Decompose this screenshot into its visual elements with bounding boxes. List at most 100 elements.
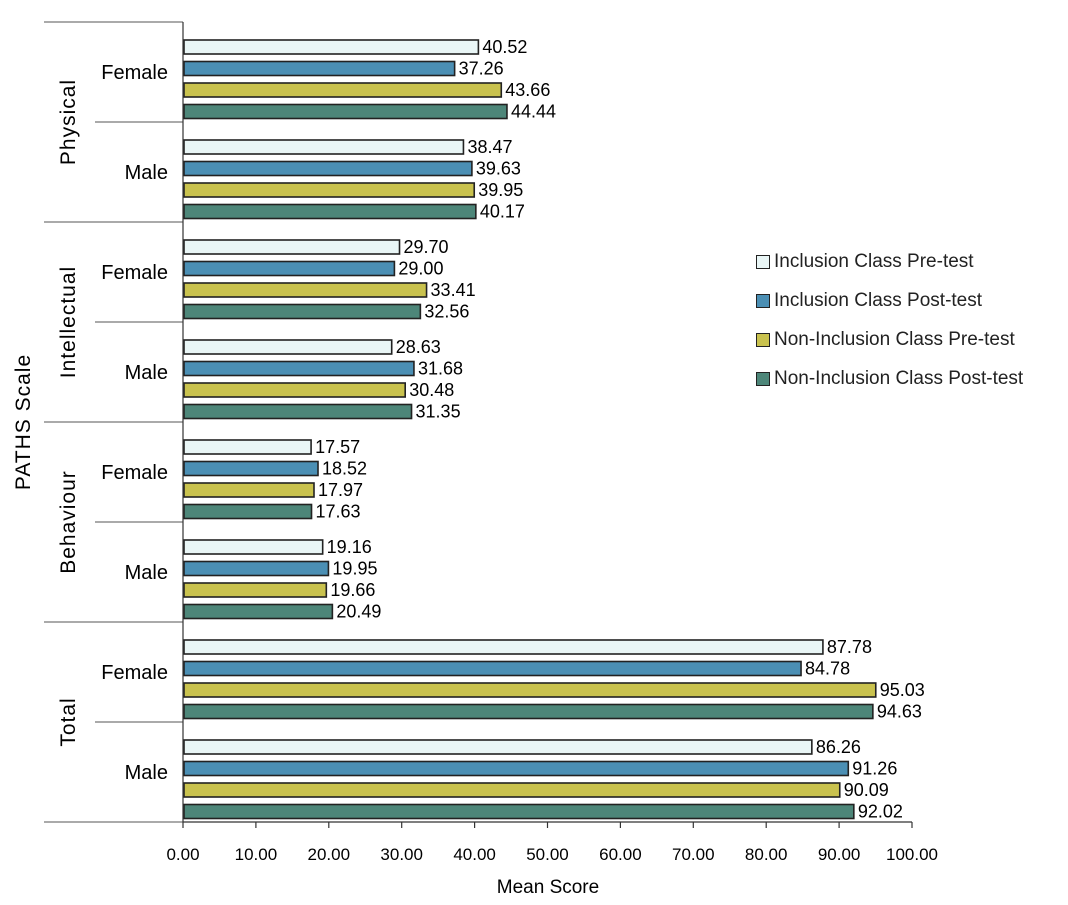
x-tick-label: 10.00: [235, 845, 278, 864]
bar-value-label: 92.02: [858, 802, 903, 822]
legend-item-noninclusion-pre: Non-Inclusion Class Pre-test: [756, 329, 1023, 350]
bar: [183, 139, 465, 155]
bar: [183, 639, 824, 655]
x-tick-label: 40.00: [453, 845, 496, 864]
bar: [183, 382, 406, 398]
group-label: Physical: [57, 79, 80, 165]
bar-value-label: 40.52: [482, 37, 527, 57]
legend-swatch: [756, 372, 770, 386]
bar: [183, 182, 476, 198]
bar: [183, 560, 330, 577]
bar-value-label: 29.70: [404, 237, 449, 257]
bar: [183, 439, 312, 455]
subgroup-label: Female: [101, 462, 168, 484]
legend-item-noninclusion-post: Non-Inclusion Class Post-test: [756, 368, 1023, 389]
legend-swatch: [756, 255, 770, 269]
bar: [183, 539, 324, 555]
bar: [183, 660, 802, 677]
bar: [183, 703, 874, 720]
legend: Inclusion Class Pre-test Inclusion Class…: [756, 251, 1023, 408]
legend-item-inclusion-post: Inclusion Class Post-test: [756, 290, 1023, 311]
bar: [183, 739, 813, 755]
bar: [183, 503, 313, 520]
group-label: Total: [57, 697, 80, 746]
bar-value-label: 44.44: [511, 102, 556, 122]
subgroup-label: Female: [101, 662, 168, 684]
bar: [183, 603, 334, 620]
bar: [183, 103, 508, 120]
bar-value-label: 94.63: [877, 702, 922, 722]
bar: [183, 203, 477, 220]
bar: [183, 460, 319, 477]
bar-value-label: 91.26: [852, 759, 897, 779]
x-tick-label: 80.00: [745, 845, 788, 864]
bar: [183, 360, 415, 377]
x-tick-label: 90.00: [818, 845, 861, 864]
x-tick-label: 70.00: [672, 845, 715, 864]
bar-value-label: 38.47: [467, 137, 512, 157]
subgroup-label: Female: [101, 62, 168, 84]
bar-value-label: 31.35: [416, 402, 461, 422]
bar: [183, 260, 396, 277]
bar: [183, 582, 328, 598]
bar-value-label: 30.48: [409, 380, 454, 400]
axis-layer: Physical Female Male Intellectual Female Male…: [44, 21, 938, 864]
x-tick-label: 100.00: [886, 845, 938, 864]
x-tick-label: 20.00: [308, 845, 351, 864]
bar-value-label: 86.26: [816, 737, 861, 757]
bar-value-label: 84.78: [805, 659, 850, 679]
x-tick-label: 30.00: [380, 845, 423, 864]
legend-label: Inclusion Class Pre-test: [774, 251, 974, 272]
bar: [183, 239, 401, 255]
bar: [183, 339, 393, 355]
group-label: Behaviour: [57, 470, 80, 574]
bar: [183, 482, 315, 498]
bar: [183, 282, 428, 298]
x-tick-label: 60.00: [599, 845, 642, 864]
bar-value-label: 17.57: [315, 437, 360, 457]
bar-value-label: 19.66: [330, 580, 375, 600]
legend-item-inclusion-pre: Inclusion Class Pre-test: [756, 251, 1023, 272]
bar-value-label: 17.97: [318, 480, 363, 500]
bars-layer: [183, 39, 877, 820]
bar: [183, 82, 503, 98]
y-axis-title: PATHS Scale: [12, 354, 35, 490]
bar-value-label: 43.66: [505, 80, 550, 100]
subgroup-label: Male: [125, 762, 168, 784]
bar: [183, 303, 422, 320]
bar-value-label: 90.09: [844, 780, 889, 800]
subgroup-label: Female: [101, 262, 168, 284]
group-label: Intellectual: [57, 266, 80, 378]
legend-label: Inclusion Class Post-test: [774, 290, 983, 311]
bar-value-label: 39.63: [476, 159, 521, 179]
bar-value-label: 33.41: [431, 280, 476, 300]
legend-swatch: [756, 294, 770, 308]
bar-value-label: 39.95: [478, 180, 523, 200]
bar-value-label: 37.26: [459, 59, 504, 79]
bar-value-label: 32.56: [424, 302, 469, 322]
bar: [183, 803, 855, 820]
subgroup-label: Male: [125, 162, 168, 184]
bar-value-label: 18.52: [322, 459, 367, 479]
bar: [183, 403, 413, 420]
bar-value-label: 28.63: [396, 337, 441, 357]
bar: [183, 682, 877, 698]
legend-label: Non-Inclusion Class Pre-test: [774, 329, 1015, 350]
subgroup-label: Male: [125, 562, 168, 584]
bar-value-label: 17.63: [316, 502, 361, 522]
x-axis-title: Mean Score: [497, 877, 599, 898]
bar: [183, 60, 456, 77]
bar-value-label: 87.78: [827, 637, 872, 657]
subgroup-label: Male: [125, 362, 168, 384]
x-tick-label: 50.00: [526, 845, 569, 864]
bar-value-label: 40.17: [480, 202, 525, 222]
bar-value-label: 19.95: [332, 559, 377, 579]
bar: [183, 760, 850, 777]
bar: [183, 160, 473, 177]
bar: [183, 782, 841, 798]
bar: [183, 39, 480, 55]
bar-value-label: 31.68: [418, 359, 463, 379]
bar-value-label: 19.16: [327, 537, 372, 557]
